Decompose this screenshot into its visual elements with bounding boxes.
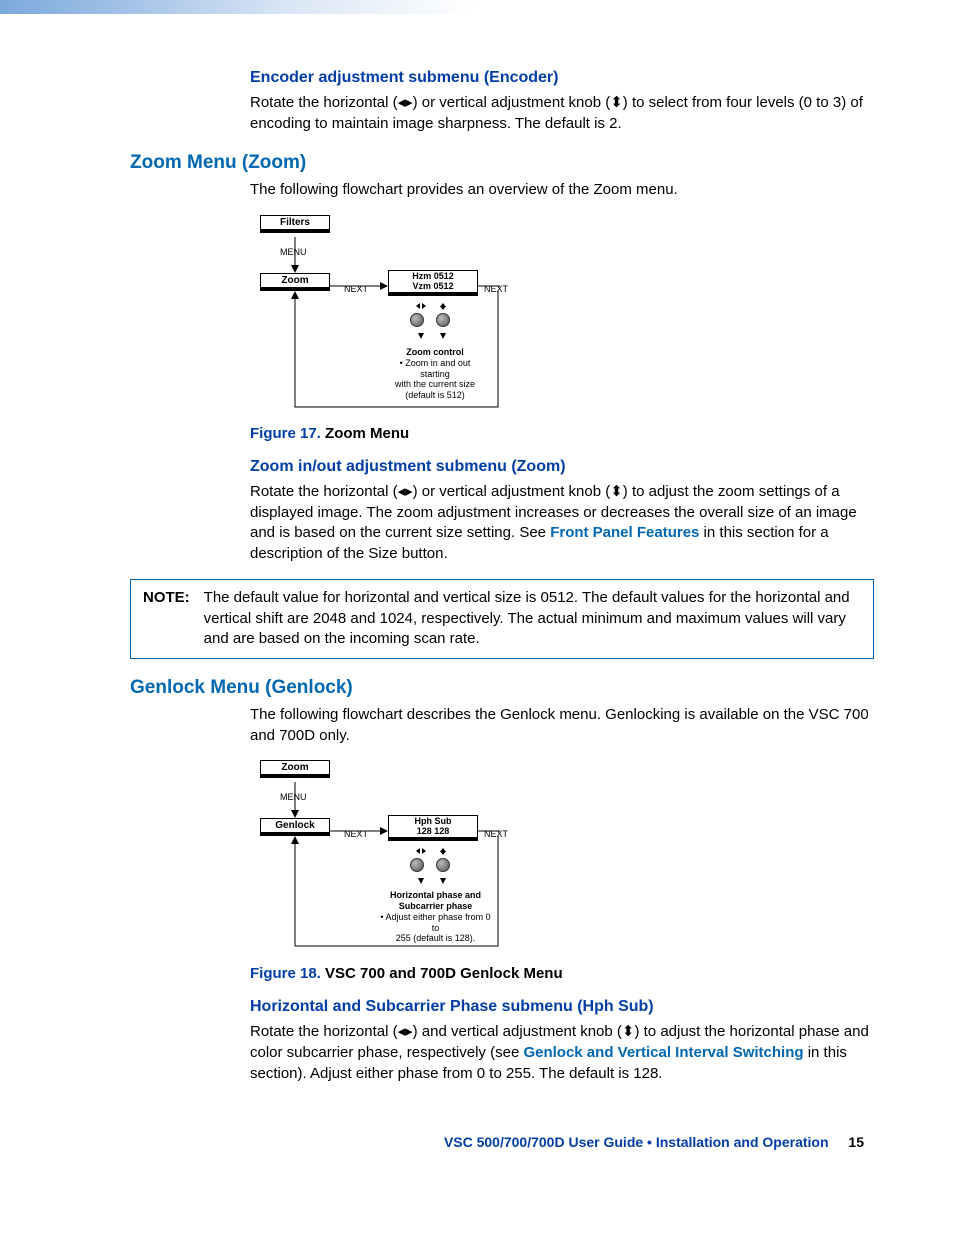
fc-desc-l3: (default is 512): [405, 390, 465, 400]
hph-sub-body: Rotate the horizontal (◂▸) and vertical …: [250, 1022, 874, 1084]
fig17-title: Zoom Menu: [325, 425, 409, 442]
fc2-desc: Horizontal phase and Subcarrier phase • …: [378, 890, 493, 944]
footer-page-number: 15: [848, 1134, 864, 1150]
fc2-main-box: Genlock: [260, 818, 330, 836]
fc-main-box: Zoom: [260, 273, 330, 291]
genlock-link[interactable]: Genlock and Vertical Interval Switching: [523, 1044, 803, 1061]
fig18-title: VSC 700 and 700D Genlock Menu: [325, 965, 563, 982]
footer-guide: VSC 500/700/700D User Guide • Installati…: [444, 1134, 829, 1150]
fc-desc-l1: • Zoom in and out starting: [400, 358, 471, 379]
fc-knob-pair: [410, 313, 450, 327]
knob-horizontal-icon: [410, 313, 424, 327]
knob-vertical-icon: [436, 313, 450, 327]
encoder-body: Rotate the horizontal (◂▸) or vertical a…: [250, 93, 874, 134]
zoom-menu-heading: Zoom Menu (Zoom): [130, 152, 874, 174]
fc2-desc-l2: 255 (default is 128).: [396, 933, 476, 943]
fc2-knob-pair: [410, 858, 450, 872]
fc-desc-title: Zoom control: [385, 347, 485, 358]
genlock-menu-heading: Genlock Menu (Genlock): [130, 677, 874, 699]
page-content: Encoder adjustment submenu (Encoder) Rot…: [0, 69, 954, 1150]
genlock-flowchart: Zoom MENU Genlock NEXT Hph Sub 128 128 N…: [250, 760, 874, 955]
fc2-desc-title: Horizontal phase and Subcarrier phase: [378, 890, 493, 912]
hph-sub-heading: Horizontal and Subcarrier Phase submenu …: [250, 998, 874, 1016]
fc-desc: Zoom control • Zoom in and out starting …: [385, 347, 485, 401]
zoom-menu-intro: The following flowchart provides an over…: [250, 180, 874, 201]
zoom-sub-heading: Zoom in/out adjustment submenu (Zoom): [250, 458, 874, 476]
note-box: NOTE: The default value for horizontal a…: [130, 579, 874, 659]
encoder-heading: Encoder adjustment submenu (Encoder): [250, 69, 874, 87]
top-gradient-bar: [0, 0, 954, 14]
genlock-intro: The following flowchart describes the Ge…: [250, 705, 874, 746]
figure-17-caption: Figure 17. Zoom Menu: [250, 425, 874, 442]
fc-desc-l2: with the current size: [395, 379, 475, 389]
knob-horizontal-icon: [410, 858, 424, 872]
fc-top-box: Filters: [260, 215, 330, 233]
fc2-top-box: Zoom: [260, 760, 330, 778]
note-label: NOTE:: [143, 588, 204, 650]
note-text: The default value for horizontal and ver…: [204, 588, 861, 650]
zoom-flowchart: Filters MENU Zoom NEXT Hzm 0512 Vzm 0512…: [250, 215, 874, 415]
knob-vertical-icon: [436, 858, 450, 872]
fig18-label: Figure 18.: [250, 965, 321, 982]
fig17-label: Figure 17.: [250, 425, 321, 442]
fc-detail-l2: Vzm 0512: [412, 282, 453, 292]
fc2-detail-l2: 128 128: [417, 827, 450, 837]
zoom-sub-body: Rotate the horizontal (◂▸) or vertical a…: [250, 482, 874, 565]
page-footer: VSC 500/700/700D User Guide • Installati…: [130, 1134, 874, 1150]
figure-18-caption: Figure 18. VSC 700 and 700D Genlock Menu: [250, 965, 874, 982]
front-panel-link[interactable]: Front Panel Features: [550, 524, 699, 541]
fc2-desc-l1: • Adjust either phase from 0 to: [380, 912, 490, 933]
